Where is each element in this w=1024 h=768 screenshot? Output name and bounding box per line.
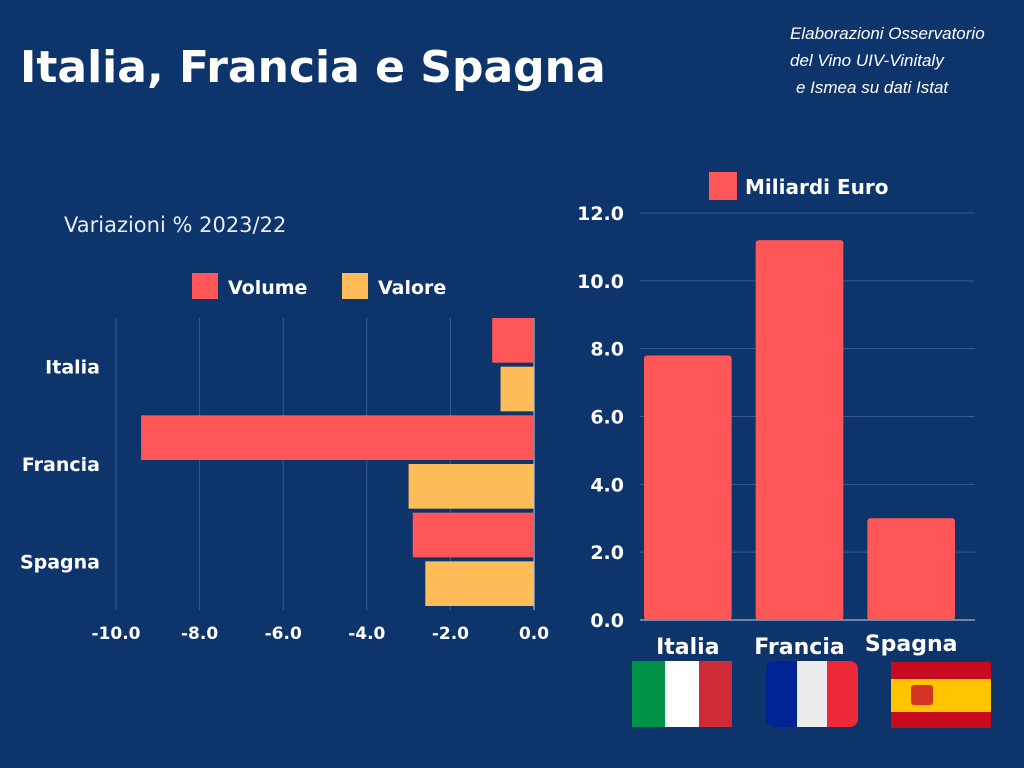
- spain-flag: [891, 662, 991, 728]
- y-tick-label: 8.0: [590, 339, 624, 361]
- x-tick-label: -6.0: [265, 624, 302, 644]
- bar-valore: [408, 464, 534, 509]
- legend-swatch-valore: [342, 273, 368, 299]
- coat-of-arms-icon: [911, 684, 933, 705]
- bar-volume: [492, 318, 534, 363]
- source-line: del Vino UIV-Vinitaly: [790, 51, 944, 70]
- x-tick-label: -4.0: [348, 624, 385, 644]
- source-line: Elaborazioni Osservatorio: [790, 24, 985, 43]
- bar-volume: [412, 512, 534, 558]
- legend-label-volume: Volume: [228, 277, 307, 299]
- legend-swatch-miliardi: [709, 172, 737, 200]
- y-tick-label: 2.0: [590, 542, 624, 564]
- x-tick-label: -2.0: [432, 624, 469, 644]
- bar-miliardi: [867, 518, 955, 620]
- bar-miliardi: [644, 355, 732, 620]
- france-flag: [766, 661, 858, 727]
- bar-valore: [425, 561, 534, 606]
- category-label: Spagna: [20, 551, 100, 573]
- source-note: Elaborazioni Osservatorio del Vino UIV-V…: [790, 20, 1020, 101]
- x-tick-label: 0.0: [519, 624, 549, 644]
- legend-swatch-volume: [192, 273, 218, 299]
- y-tick-label: 10.0: [577, 271, 624, 293]
- y-tick-label: 12.0: [577, 203, 624, 225]
- page-title: Italia, Francia e Spagna: [20, 42, 606, 93]
- category-label: Spagna: [865, 632, 958, 657]
- y-tick-label: 4.0: [590, 474, 624, 496]
- bar-valore: [500, 366, 534, 412]
- legend-label-valore: Valore: [378, 277, 446, 299]
- x-tick-label: -8.0: [181, 624, 218, 644]
- x-tick-label: -10.0: [92, 624, 141, 644]
- bar-miliardi: [755, 240, 844, 620]
- y-tick-label: 6.0: [590, 407, 624, 429]
- category-label: Italia: [45, 357, 100, 379]
- bar-volume: [141, 415, 534, 460]
- y-tick-label: 0.0: [590, 610, 624, 632]
- source-line: e Ismea su dati Istat: [796, 78, 949, 97]
- legend-label-miliardi: Miliardi Euro: [745, 175, 888, 199]
- category-label: Francia: [754, 635, 844, 660]
- category-label: Francia: [22, 454, 100, 476]
- category-label: Italia: [656, 635, 719, 660]
- left-chart-title: Variazioni % 2023/22: [64, 213, 286, 237]
- italy-flag: [632, 661, 732, 727]
